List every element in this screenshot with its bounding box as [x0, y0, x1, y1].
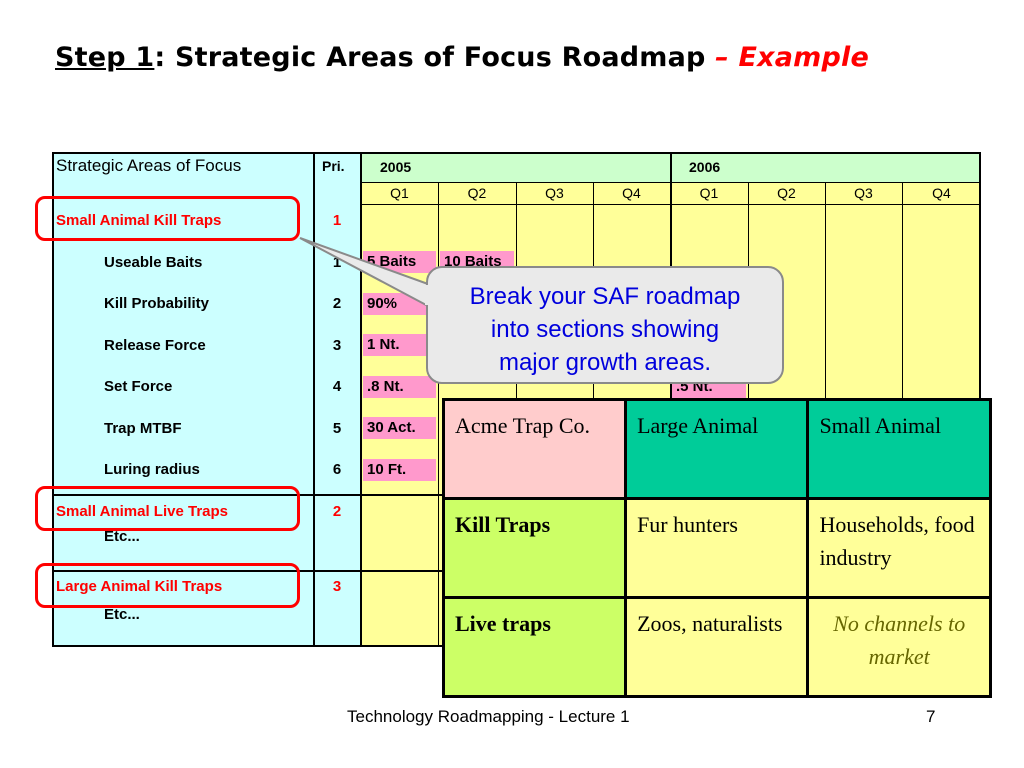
grid-border	[52, 152, 54, 647]
matrix-col-large-animal: Large Animal	[624, 398, 810, 500]
highlight-large-animal-kill-traps	[35, 563, 300, 608]
section-pri: 1	[332, 212, 342, 229]
target-cell: 10 Ft.	[363, 459, 436, 481]
row-label: Release Force	[104, 337, 206, 354]
quarter-label: Q1	[699, 185, 719, 201]
row-pri: 1	[332, 254, 342, 271]
quarter-label: Q3	[854, 185, 873, 201]
row-label: Useable Baits	[104, 254, 203, 271]
year-2005: 2005	[380, 159, 412, 175]
matrix-cell: Households, food industry	[806, 497, 992, 599]
row-pri: 5	[332, 420, 342, 437]
title-dash: –	[715, 42, 739, 73]
target-cell: 30 Act.	[363, 417, 436, 439]
section-pri: 2	[332, 503, 342, 520]
pri-column-bg	[313, 152, 361, 647]
matrix-row-kill-traps: Kill Traps	[441, 497, 628, 599]
row-label: Luring radius	[104, 461, 200, 478]
section-small-animal-kill-traps: Small Animal Kill Traps	[56, 212, 222, 229]
highlight-small-animal-kill-traps	[35, 196, 300, 241]
row-pri: 4	[332, 378, 342, 395]
quarter-label: Q3	[545, 185, 564, 201]
title-example: Example	[738, 42, 869, 73]
title-colon: :	[154, 42, 166, 73]
highlight-small-animal-live-traps	[35, 486, 300, 531]
matrix-row-live-traps: Live traps	[441, 596, 628, 698]
footer-text: Technology Roadmapping - Lecture 1	[347, 707, 630, 726]
row-pri: 6	[332, 461, 342, 478]
market-matrix: Acme Trap Co. Large Animal Small Animal …	[441, 398, 992, 698]
quarter-label: Q2	[777, 185, 796, 201]
grid-line	[438, 182, 439, 647]
target-cell: .8 Nt.	[363, 376, 436, 398]
quarter-label: Q4	[622, 185, 641, 201]
quarter-label: Q2	[467, 185, 487, 201]
title-main: Strategic Areas of Focus Roadmap	[165, 42, 716, 73]
section-small-animal-live-traps: Small Animal Live Traps	[56, 503, 229, 520]
row-label: Kill Probability	[104, 295, 210, 312]
row-label: Set Force	[104, 378, 173, 395]
section-pri: 3	[332, 578, 342, 595]
section-large-animal-kill-traps: Large Animal Kill Traps	[56, 578, 223, 595]
callout-line: into sections showing	[490, 316, 720, 343]
slide-title: Step 1: Strategic Areas of Focus Roadmap…	[55, 42, 869, 73]
grid-border	[52, 152, 981, 154]
matrix-corner: Acme Trap Co.	[441, 398, 628, 500]
row-pri: 2	[332, 295, 342, 312]
title-step: Step 1	[55, 42, 155, 73]
matrix-cell-no-channels: No channels to market	[806, 596, 992, 698]
header-pri: Pri.	[322, 158, 345, 174]
header-saf: Strategic Areas of Focus	[56, 156, 242, 175]
callout-note: Break your SAF roadmap into sections sho…	[426, 266, 784, 384]
callout-line: Break your SAF roadmap	[469, 283, 741, 310]
grid-line	[360, 152, 362, 647]
row-etc: Etc...	[104, 606, 140, 623]
matrix-cell: Fur hunters	[624, 497, 810, 599]
row-pri: 3	[332, 337, 342, 354]
row-etc: Etc...	[104, 528, 140, 545]
quarter-label: Q1	[390, 185, 409, 201]
grid-line	[361, 182, 981, 183]
grid-line	[313, 152, 315, 647]
year-2006: 2006	[689, 159, 721, 175]
row-label: Trap MTBF	[104, 420, 182, 437]
matrix-col-small-animal: Small Animal	[806, 398, 992, 500]
quarter-label: Q4	[932, 185, 951, 201]
callout-line: major growth areas.	[498, 349, 712, 376]
target-cell: 1 Nt.	[363, 334, 436, 356]
target-cell: 5 Baits	[363, 251, 436, 273]
matrix-cell: Zoos, naturalists	[624, 596, 810, 698]
grid-line	[361, 204, 981, 205]
page-number: 7	[926, 707, 936, 726]
